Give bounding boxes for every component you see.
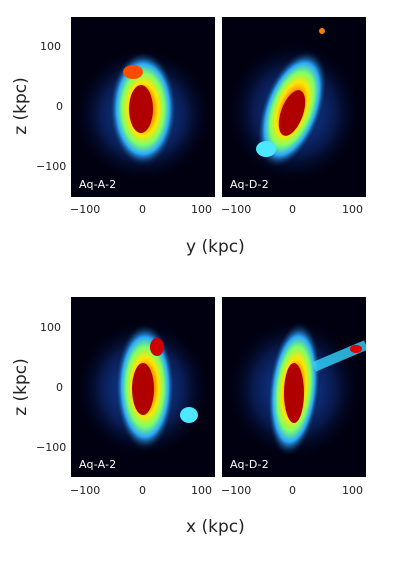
panel-row2-aq-d-2: Aq-D-2 [222,297,366,477]
panel-row1-aq-d-2: Aq-D-2 [222,17,366,197]
y-tick-label: 0 [56,381,63,394]
density-map-image [226,317,366,461]
x-tick-label: 100 [191,203,212,216]
y-axis-label: z (kpc) [11,358,31,416]
x-tick-label: −100 [70,203,101,216]
x-tick-label: 100 [191,484,212,497]
x-tick-label: 100 [342,484,363,497]
panel-row1-aq-a-2: Aq-A-2 [71,17,215,197]
panel-label: Aq-D-2 [230,458,269,471]
y-axis-label: z (kpc) [11,77,31,135]
x-tick-label: −100 [70,484,101,497]
x-tick-label: 100 [342,203,363,216]
panel-label: Aq-D-2 [230,178,269,191]
density-map-image [226,28,362,184]
x-tick-label: 0 [289,484,296,497]
y-tick-label: −100 [36,160,67,173]
panel-row2-aq-a-2: Aq-A-2 [71,297,215,477]
y-tick-label: 0 [56,100,63,113]
y-tick-label: −100 [36,441,67,454]
panel-label: Aq-A-2 [79,178,117,191]
density-map-image [73,47,213,183]
density-map-image [75,319,211,459]
x-axis-label: y (kpc) [186,237,245,257]
y-tick-label: 100 [40,40,61,53]
x-tick-label: −100 [221,484,252,497]
x-tick-label: 0 [139,203,146,216]
panel-label: Aq-A-2 [79,458,117,471]
x-tick-label: 0 [289,203,296,216]
x-tick-label: 0 [139,484,146,497]
x-axis-label: x (kpc) [186,517,245,537]
x-tick-label: −100 [221,203,252,216]
y-tick-label: 100 [40,321,61,334]
